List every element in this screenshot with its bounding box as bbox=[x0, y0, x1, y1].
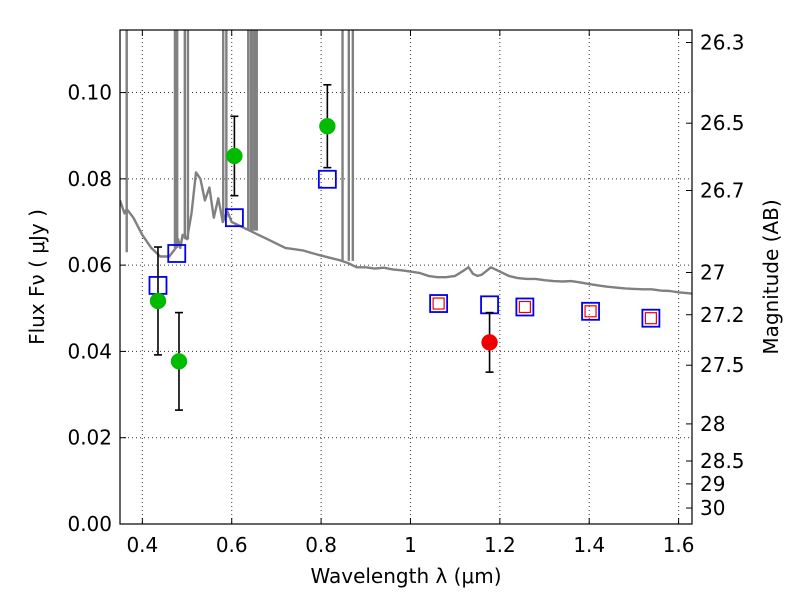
x-tick-label: 1.2 bbox=[484, 533, 516, 557]
model-photometry-box bbox=[641, 308, 661, 328]
y2-tick-label: 27.5 bbox=[700, 353, 745, 377]
y2-tick-label: 28.5 bbox=[700, 449, 745, 473]
model-photometry-inner-box bbox=[432, 297, 445, 310]
axis-ticks: 0.4 0.6 0.8 1 1.2 1.4 1.6 0.00 0.02 0.04 0.06 0.08 0… bbox=[67, 30, 745, 557]
x-tick-label: 1 bbox=[404, 533, 417, 557]
plot-frame bbox=[119, 29, 693, 525]
y2-tick-label: 27 bbox=[700, 260, 725, 284]
model-photometry-box bbox=[581, 301, 600, 321]
y2-tick-label: 26.7 bbox=[700, 178, 745, 202]
observed-point bbox=[149, 292, 167, 310]
y-tick-label: 0.08 bbox=[67, 167, 112, 191]
y-tick-label: 0.10 bbox=[67, 81, 112, 105]
y2-tick-label: 30 bbox=[700, 496, 725, 520]
y2-tick-label: 27.2 bbox=[700, 303, 745, 327]
model-photometry-box bbox=[167, 244, 187, 263]
y-tick-label: 0.02 bbox=[67, 426, 112, 450]
observed-point bbox=[170, 353, 188, 370]
model-photometry-box bbox=[224, 208, 244, 228]
y-axis-title: Flux Fν ( μJy ) bbox=[25, 209, 49, 345]
observed-point bbox=[319, 117, 336, 135]
observed-ir-point bbox=[481, 334, 498, 351]
model-photometry-inner-box bbox=[584, 305, 597, 318]
model-photometry-box bbox=[480, 295, 499, 315]
model-spectrum-line bbox=[120, 171, 692, 295]
model-photometry-box bbox=[429, 294, 449, 313]
y2-axis-title: Magnitude (AB) bbox=[759, 199, 783, 354]
x-tick-label: 1.6 bbox=[663, 533, 695, 557]
y-tick-label: 0.06 bbox=[67, 253, 112, 277]
x-tick-label: 0.8 bbox=[305, 533, 337, 557]
x-axis-title: Wavelength λ (μm) bbox=[310, 564, 501, 588]
y2-tick-label: 26.5 bbox=[700, 111, 745, 135]
y2-tick-label: 29 bbox=[700, 472, 725, 496]
y-tick-label: 0.00 bbox=[67, 512, 112, 536]
model-photometry-box bbox=[515, 297, 535, 317]
x-tick-label: 1.4 bbox=[573, 533, 605, 557]
y-tick-label: 0.04 bbox=[67, 339, 112, 363]
model-photometry-box bbox=[317, 169, 337, 189]
x-tick-label: 0.4 bbox=[126, 533, 158, 557]
plot-area bbox=[120, 30, 692, 411]
x-tick-label: 0.6 bbox=[216, 533, 248, 557]
model-photometry-inner-box bbox=[644, 312, 657, 325]
y2-tick-label: 26.3 bbox=[700, 31, 745, 55]
model-photometry-inner-box bbox=[518, 300, 531, 314]
grid-lines bbox=[120, 30, 692, 525]
y2-tick-label: 28 bbox=[700, 412, 725, 436]
observed-point bbox=[226, 147, 243, 165]
